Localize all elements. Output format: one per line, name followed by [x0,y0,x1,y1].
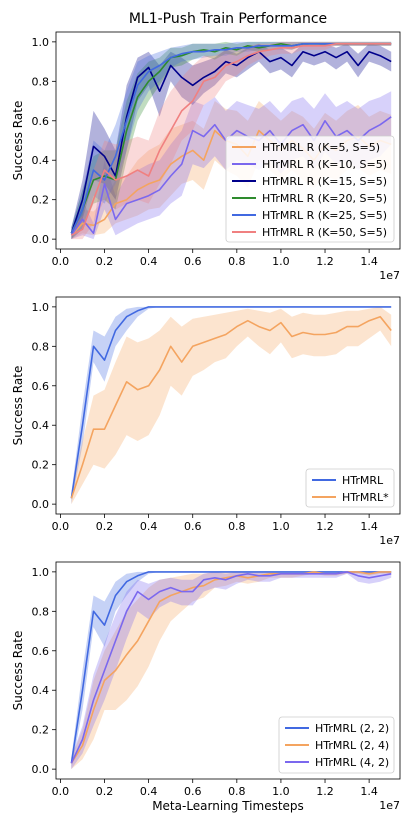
figure-title: ML1-Push Train Performance [129,11,327,27]
y-axis-label: Success Rate [11,366,25,446]
y-tick-label: 0.0 [32,498,50,511]
x-tick-label: 0.4 [140,255,158,268]
legend-label: HTrMRL R (K=20, S=5) [262,192,387,205]
y-tick-label: 0.8 [32,605,50,618]
y-tick-label: 1.0 [32,301,50,314]
series-band-3 [71,43,392,240]
x-tick-label: 0.2 [96,785,114,798]
x-tick-label: 0.6 [184,255,202,268]
x-tick-label: 0.6 [184,520,202,533]
y-tick-label: 0.4 [32,684,50,697]
x-tick-label: 0.0 [52,520,70,533]
y-tick-label: 0.2 [32,724,50,737]
x-tick-label: 1.4 [360,785,378,798]
series-line-1 [70,571,392,764]
legend-label: HTrMRL (2, 4) [315,739,389,752]
series-band-6 [71,41,392,240]
x-tick-label: 0.4 [140,785,158,798]
x-tick-label: 1.2 [316,255,334,268]
series-line-2 [70,315,392,499]
x-tick-label: 1.0 [272,785,290,798]
legend-label: HTrMRL R (K=10, S=5) [262,158,387,171]
y-tick-label: 0.8 [32,340,50,353]
legend-label: HTrMRL (4, 2) [315,756,389,769]
x-tick-label: 0.0 [52,785,70,798]
legend-box [278,716,395,774]
x-tick-label: 0.2 [96,255,114,268]
x-tick-label: 1.2 [316,520,334,533]
legend-label: HTrMRL R (K=50, S=5) [262,226,387,239]
legend-label: HTrMRL R (K=15, S=5) [262,175,387,188]
y-tick-label: 0.2 [32,459,50,472]
legend: HTrMRL (2, 2) HTrMRL (2, 4) HTrMRL (4, 2) [278,716,395,774]
series-band-2 [71,306,392,505]
y-tick-label: 0.4 [32,419,50,432]
x-tick-label: 0.2 [96,520,114,533]
x-offset-label: 1e7 [379,799,400,812]
plot-frame [55,296,401,515]
series-band-2 [71,571,392,770]
legend-label: HTrMRL R (K=5, S=5) [262,141,380,154]
panels-group: 0.0 0.2 0.4 0.6 0.8 1.0 1.2 1.41e70.00.20.40.60… [11,31,401,812]
y-axis-label: Success Rate [11,101,25,181]
y-tick-label: 0.6 [32,115,50,128]
series-band-2 [71,91,392,240]
y-tick-label: 0.6 [32,380,50,393]
y-tick-label: 1.0 [32,566,50,579]
x-tick-label: 0.8 [228,255,246,268]
y-tick-label: 0.0 [32,233,50,246]
x-tick-label: 1.4 [360,255,378,268]
legend-label: HTrMRL [342,474,384,487]
x-tick-label: 1.2 [316,785,334,798]
plot-frame [55,561,401,780]
y-tick-label: 0.0 [32,763,50,776]
x-tick-label: 0.4 [140,520,158,533]
legend: HTrMRL HTrMRL* [305,468,395,508]
series-line-1 [70,306,392,499]
y-axis-label: Success Rate [11,631,25,711]
x-axis-label: Meta-Learning Timesteps [152,799,304,813]
x-tick-label: 1.4 [360,520,378,533]
legend: HTrMRL R (K=5, S=5) HTrMRL R (K=10, S=5) H… [225,135,395,243]
x-offset-label: 1e7 [379,534,400,547]
x-tick-label: 0.6 [184,785,202,798]
y-tick-label: 0.2 [32,194,50,207]
y-tick-label: 0.4 [32,154,50,167]
plot-frame [55,31,401,250]
legend-label: HTrMRL (2, 2) [315,722,389,735]
x-tick-label: 1.0 [272,520,290,533]
x-tick-label: 0.8 [228,785,246,798]
series-band-4 [71,41,392,240]
legend-label: HTrMRL R (K=25, S=5) [262,209,387,222]
x-tick-label: 0.8 [228,520,246,533]
legend-box [225,135,395,243]
y-tick-label: 0.8 [32,75,50,88]
y-tick-label: 0.6 [32,645,50,658]
x-offset-label: 1e7 [379,269,400,282]
x-tick-label: 1.0 [272,255,290,268]
series-line-6 [71,42,392,236]
x-tick-label: 0.0 [52,255,70,268]
y-tick-label: 1.0 [32,36,50,49]
legend-label: HTrMRL* [342,491,389,504]
series-line-3 [70,571,392,764]
